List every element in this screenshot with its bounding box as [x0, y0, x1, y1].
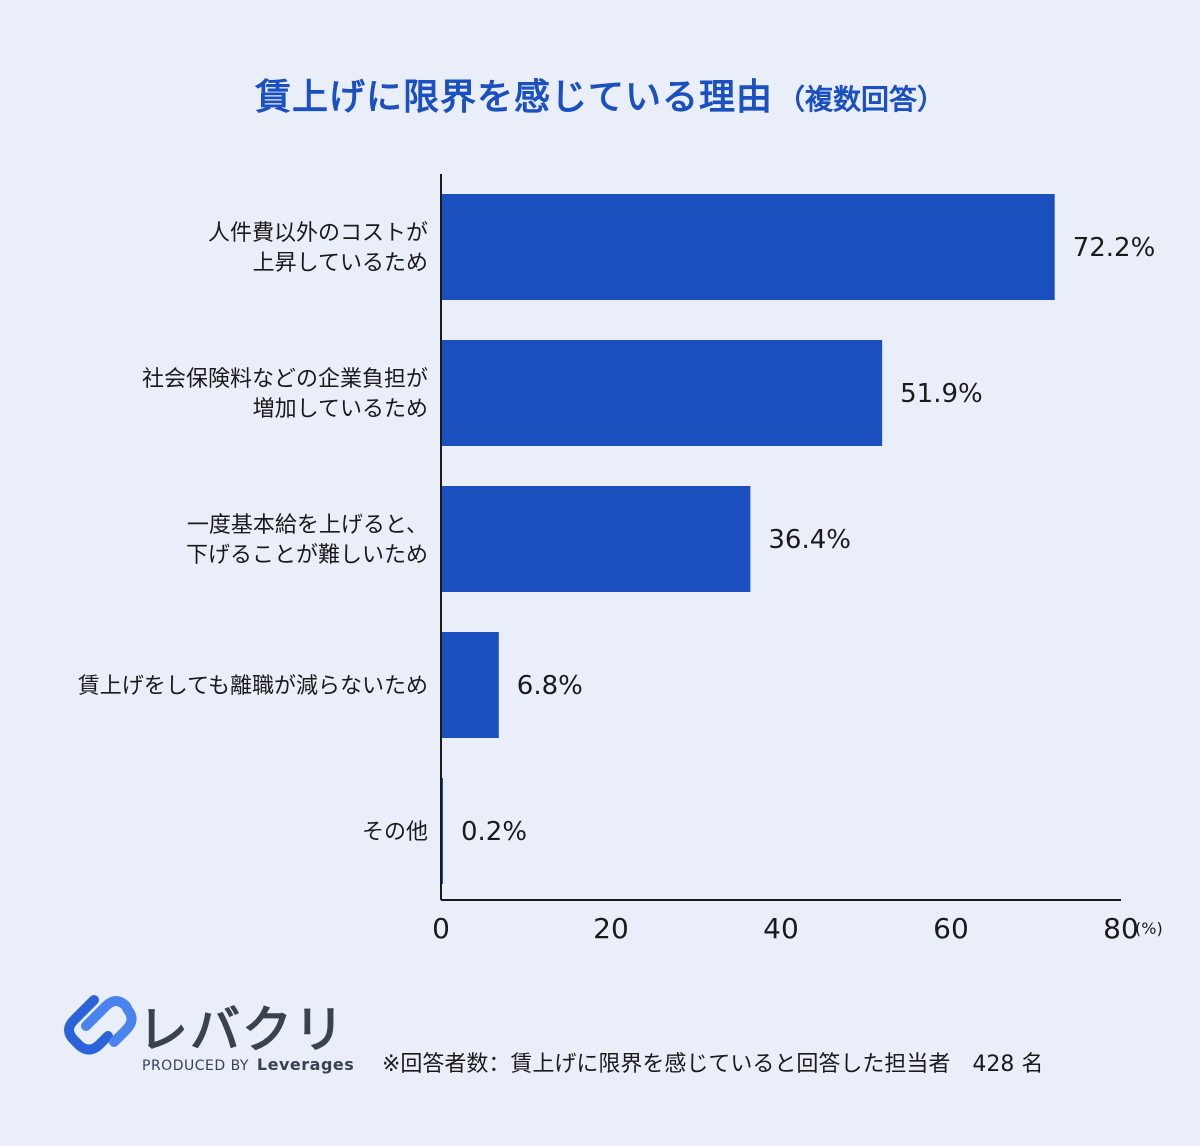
logo-produced-by: PRODUCED BY Leverages	[142, 1055, 354, 1074]
x-tick-2: 40	[763, 912, 799, 945]
category-labels: 人件費以外のコストが上昇しているため社会保険料などの企業負担が増加しているため一…	[78, 221, 428, 845]
category-label-3: 賃上げをしても離職が減らないため	[78, 674, 428, 699]
x-axis-unit: (%)	[1135, 919, 1163, 938]
bar-1	[441, 340, 883, 446]
logo-produced-by-label: PRODUCED BY	[142, 1058, 249, 1074]
value-label-2: 36.4%	[768, 525, 851, 555]
logo-icon	[64, 995, 137, 1055]
value-label-4: 0.2%	[461, 817, 527, 847]
chart-title-main: 賃上げに限界を感じている理由	[254, 77, 773, 118]
chart-title-subtitle: （複数回答）	[777, 83, 946, 116]
logo-wordmark: レバクリ	[138, 1001, 346, 1059]
bar-0	[441, 194, 1055, 300]
x-tick-0: 0	[432, 912, 450, 945]
category-label-1: 社会保険料などの企業負担が増加しているため	[142, 367, 428, 422]
value-label-0: 72.2%	[1073, 233, 1156, 263]
x-tick-4: 80	[1103, 912, 1139, 945]
category-label-2: 一度基本給を上げると、下げることが難しいため	[186, 513, 428, 568]
x-tick-3: 60	[933, 912, 969, 945]
category-label-0: 人件費以外のコストが上昇しているため	[208, 221, 428, 276]
respondents-footnote: ※回答者数：賃上げに限界を感じていると回答した担当者 428 名	[382, 1052, 1044, 1077]
bar-3	[441, 632, 499, 738]
bar-chart: 人件費以外のコストが上昇しているため社会保険料などの企業負担が増加しているため一…	[78, 174, 1163, 945]
x-tick-1: 20	[593, 912, 629, 945]
value-label-1: 51.9%	[900, 379, 983, 409]
bar-2	[441, 486, 751, 592]
value-labels: 72.2% 51.9% 36.4% 6.8% 0.2%	[461, 233, 1155, 847]
category-label-4: その他	[362, 820, 428, 845]
logo-company: Leverages	[256, 1055, 355, 1074]
value-label-3: 6.8%	[517, 671, 583, 701]
x-axis-ticks: 0 20 40 60 80	[432, 912, 1139, 945]
bars-group	[441, 194, 1055, 884]
chart-title: 賃上げに限界を感じている理由 （複数回答）	[0, 68, 1200, 120]
